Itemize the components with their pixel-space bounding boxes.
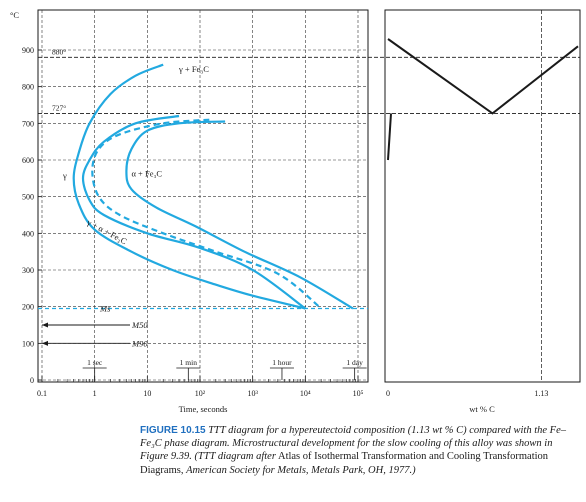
region-label: γ + Fe₃C — [178, 64, 209, 74]
region-labels: γ + Fe₃C γ α + Fe₃C γ + α + Fe₃C — [62, 64, 209, 246]
ttt-figure: 0 100 200 300 400 500 600 700 800 900 0.1 1 10 10² 10… — [10, 9, 581, 414]
x-tick-label: 10 — [143, 389, 151, 398]
ttt-curve-1 — [72, 63, 306, 310]
ttt-plot-frame — [37, 9, 369, 383]
ttt-y-ticks: 0 100 200 300 400 500 600 700 800 900 — [22, 46, 42, 385]
y-tick-label: 400 — [22, 229, 34, 238]
caption-source-title: Atlas of Isothermal Transformation and C… — [140, 451, 549, 476]
time-marker-label: 1 sec — [87, 358, 103, 367]
ttt-curve-3 — [91, 118, 322, 310]
time-marker-label: 1 min — [180, 358, 198, 367]
y-tick-label: 200 — [22, 303, 34, 312]
ttt-grid — [38, 10, 368, 382]
figure-caption: FIGURE 10.15 TTT diagram for a hypereute… — [140, 424, 572, 477]
reference-lines: 880° 727° — [38, 47, 580, 114]
m-label: M90 — [131, 338, 148, 348]
phase-curve-2 — [387, 113, 392, 161]
ms-label: Ms — [99, 304, 111, 314]
time-markers: 1 sec 1 min 1 hour 1 day — [82, 358, 367, 380]
time-marker-label: 1 hour — [272, 358, 292, 367]
region-label: γ — [62, 170, 67, 180]
caption-source-publisher: American Society for Metals, Metals Park… — [186, 464, 416, 476]
caption-wt: wt — [432, 425, 443, 436]
region-label: α + Fe₃C — [131, 169, 162, 179]
ttt-curves — [72, 63, 354, 310]
y-tick-label: 800 — [22, 83, 34, 92]
m-arrow-head — [42, 340, 48, 346]
region-label: γ + α + Fe₃C — [85, 217, 129, 247]
ttt-curve-4 — [125, 120, 354, 310]
x-tick-label: 1 — [93, 389, 97, 398]
caption-text-2: % C) compared with the Fe–Fe₃C phase dia… — [140, 425, 566, 463]
x-tick-label: 10⁴ — [300, 389, 311, 398]
y-tick-label: 500 — [22, 193, 34, 202]
x-tick-label: 0.1 — [37, 389, 47, 398]
y-tick-label: 300 — [22, 266, 34, 275]
phase-x-ticks: 0 1.13 — [386, 389, 548, 398]
time-marker-label: 1 day — [346, 358, 363, 367]
x-tick-label: 10⁵ — [353, 389, 364, 398]
reference-line-label: 880° — [52, 47, 66, 56]
x-tick-label: 10² — [195, 389, 206, 398]
x-tick-label: 10³ — [247, 389, 258, 398]
phase-x-tick-label: 1.13 — [534, 389, 548, 398]
caption-text-1: TTT diagram for a hypereutectoid composi… — [208, 425, 430, 436]
phase-plot-frame — [384, 9, 581, 383]
y-tick-label: 100 — [22, 339, 34, 348]
reference-line-label: 727° — [52, 103, 66, 112]
phase-x-tick-label: 0 — [386, 389, 390, 398]
ttt-curve-2 — [81, 114, 306, 310]
ttt-x-ticks: 0.1 1 10 10² 10³ 10⁴ 10⁵ — [37, 376, 364, 398]
y-tick-label: 700 — [22, 119, 34, 128]
phase-curve-1 — [387, 38, 579, 115]
y-tick-label: 600 — [22, 156, 34, 165]
y-tick-label: 0 — [30, 376, 34, 385]
y-tick-label: 900 — [22, 46, 34, 55]
phase-curves — [387, 10, 579, 382]
figure-number: FIGURE 10.15 — [140, 425, 206, 436]
m-arrow-head — [42, 322, 48, 328]
ttt-x-axis-label: Time, seconds — [179, 404, 228, 414]
y-unit-label: °C — [10, 10, 19, 20]
phase-x-axis-label: wt % C — [469, 404, 495, 414]
m-label: M50 — [131, 320, 148, 330]
martensite-lines: Ms M50 M90 — [38, 304, 368, 348]
